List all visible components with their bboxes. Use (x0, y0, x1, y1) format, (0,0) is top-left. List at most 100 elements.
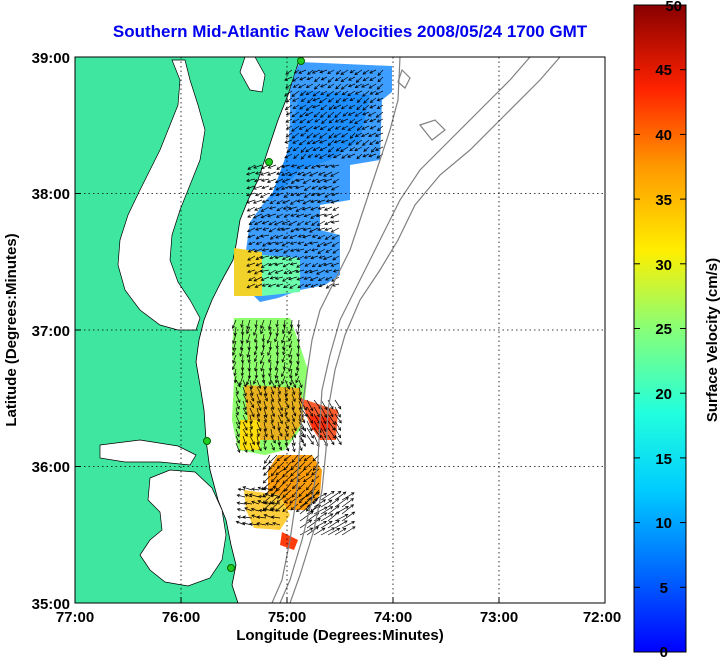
velocity-arrow (298, 428, 304, 437)
velocity-arrow-head (239, 353, 243, 357)
velocity-arrow (267, 333, 272, 344)
velocity-arrow (267, 171, 277, 176)
velocity-arrow (327, 111, 335, 118)
velocity-arrow (262, 199, 270, 203)
velocity-arrow (277, 421, 280, 431)
velocity-arrow-head (274, 179, 279, 184)
velocity-arrow-head (270, 472, 275, 477)
velocity-arrow (269, 206, 277, 209)
velocity-arrow (291, 319, 293, 328)
velocity-arrow-head (312, 487, 316, 491)
velocity-arrow-head (277, 398, 282, 403)
velocity-arrow-head (293, 384, 297, 389)
velocity-arrow (244, 502, 253, 505)
velocity-arrow-head (289, 324, 294, 329)
velocity-arrow-head (291, 485, 296, 490)
velocity-arrow-head (349, 97, 354, 101)
velocity-arrow-head (297, 241, 301, 245)
velocity-arrow (333, 104, 342, 109)
velocity-arrow (242, 354, 244, 363)
velocity-arrow (256, 241, 263, 245)
velocity-arrow-head (300, 98, 305, 102)
velocity-arrow (297, 171, 305, 175)
velocity-arrow (256, 414, 260, 422)
velocity-arrow (286, 111, 293, 116)
velocity-arrow-head (304, 501, 308, 505)
velocity-arrow (249, 421, 253, 430)
velocity-arrow-head (337, 490, 342, 495)
velocity-arrow (292, 139, 300, 144)
velocity-arrow (260, 234, 270, 237)
station-marker (265, 158, 273, 166)
velocity-arrow-head (247, 346, 251, 351)
velocity-arrow (281, 375, 286, 385)
velocity-arrow-head (246, 325, 250, 330)
velocity-arrow-head (295, 367, 300, 371)
velocity-arrow (341, 521, 355, 529)
velocity-arrow (318, 171, 326, 176)
velocity-arrow-head (285, 98, 290, 103)
velocity-arrow-head (319, 70, 324, 74)
velocity-arrow-head (355, 141, 360, 145)
velocity-arrow-head (303, 457, 308, 462)
velocity-arrow (282, 468, 292, 477)
velocity-arrow (275, 255, 284, 259)
velocity-arrow (348, 76, 356, 81)
velocity-arrow-head (263, 428, 268, 432)
velocity-arrow (341, 153, 349, 159)
velocity-arrow (254, 178, 263, 182)
velocity-arrow (274, 220, 284, 226)
velocity-arrow-head (302, 443, 306, 447)
velocity-arrow-head (295, 372, 299, 377)
velocity-arrow (288, 347, 293, 358)
velocity-arrow-head (362, 107, 366, 111)
velocity-arrow (292, 132, 300, 139)
velocity-arrow-head (349, 120, 353, 124)
velocity-arrow (249, 428, 253, 437)
velocity-arrow (235, 400, 240, 410)
velocity-arrow-head (335, 148, 340, 152)
velocity-arrow (260, 269, 270, 272)
velocity-arrow-head (282, 324, 287, 328)
velocity-arrow-head (323, 520, 327, 525)
velocity-arrow-head (310, 165, 315, 169)
velocity-arrow-head (288, 185, 293, 189)
velocity-arrow-head (354, 113, 359, 117)
velocity-arrow-head (264, 397, 268, 402)
velocity-arrow (331, 234, 340, 240)
velocity-arrow (263, 375, 265, 383)
velocity-arrow-head (303, 478, 307, 483)
velocity-arrow (268, 241, 277, 245)
velocity-arrow (232, 319, 237, 329)
velocity-arrow-head (296, 508, 300, 513)
velocity-arrow-head (285, 425, 289, 430)
velocity-arrow-head (232, 352, 236, 356)
velocity-arrow (254, 248, 263, 252)
velocity-arrow-head (276, 207, 281, 212)
velocity-arrow-head (349, 147, 353, 152)
velocity-arrow-head (305, 508, 310, 512)
velocity-arrow-head (299, 114, 303, 118)
velocity-arrow-head (258, 407, 262, 412)
velocity-arrow-head (292, 398, 296, 403)
colorbar-tick-label: 40 (655, 127, 672, 144)
velocity-arrow-head (261, 185, 266, 190)
velocity-arrow (237, 508, 246, 512)
velocity-arrow-head (331, 243, 336, 247)
velocity-arrow (296, 361, 300, 371)
velocity-arrow (304, 164, 312, 169)
velocity-arrow-head (374, 91, 379, 95)
velocity-arrow-head (306, 76, 311, 81)
velocity-arrow (234, 326, 237, 336)
velocity-arrow (277, 386, 281, 395)
velocity-arrow-head (288, 206, 292, 211)
velocity-arrow (276, 164, 284, 170)
velocity-arrow-head (317, 227, 321, 232)
velocity-arrow (348, 125, 356, 131)
velocity-arrow-head (377, 78, 382, 83)
velocity-arrow-head (349, 135, 354, 139)
velocity-arrow-head (291, 119, 296, 123)
velocity-arrow (283, 206, 291, 210)
velocity-arrow-head (313, 114, 318, 118)
velocity-arrow (306, 420, 313, 432)
